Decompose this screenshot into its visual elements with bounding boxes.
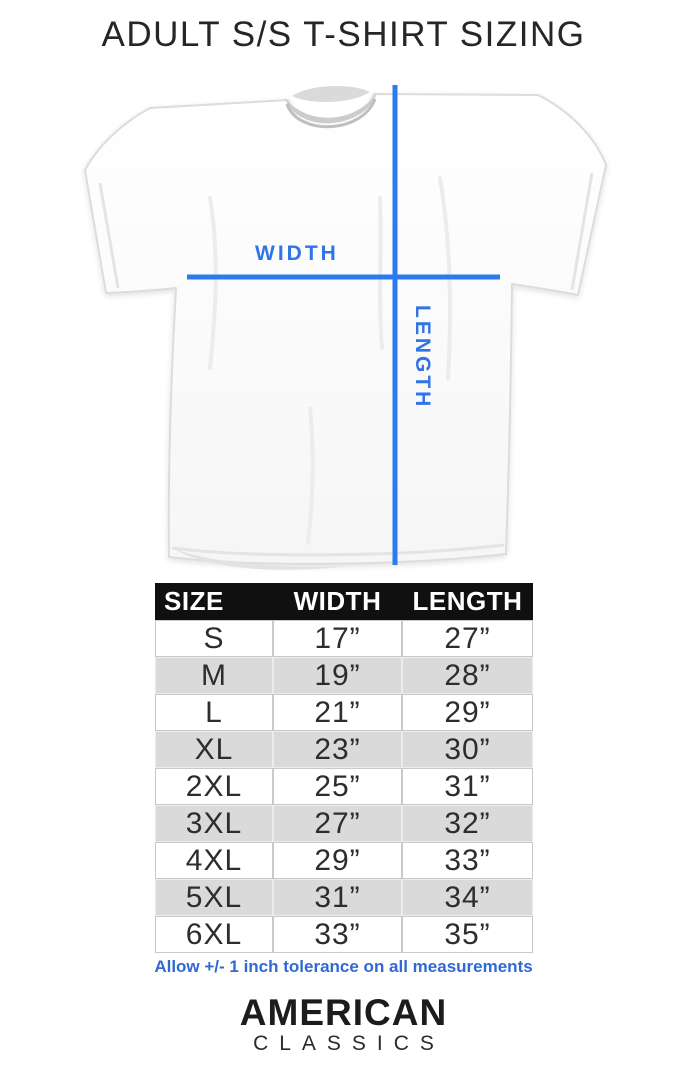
cell-width: 33” xyxy=(273,916,402,953)
cell-width: 25” xyxy=(273,768,402,805)
cell-size: 5XL xyxy=(155,879,273,916)
tshirt-graphic xyxy=(84,85,607,570)
tshirt-collar xyxy=(285,86,377,129)
col-header-length: LENGTH xyxy=(402,583,533,620)
col-header-size: SIZE xyxy=(155,583,273,620)
table-row: 4XL 29” 33” xyxy=(155,842,533,879)
table-row: 3XL 27” 32” xyxy=(155,805,533,842)
cell-size: 2XL xyxy=(155,768,273,805)
cell-length: 29” xyxy=(402,694,533,731)
cell-length: 28” xyxy=(402,657,533,694)
table-row: 2XL 25” 31” xyxy=(155,768,533,805)
table-row: L 21” 29” xyxy=(155,694,533,731)
cell-size: 3XL xyxy=(155,805,273,842)
cell-size: M xyxy=(155,657,273,694)
cell-width: 21” xyxy=(273,694,402,731)
brand-name: AMERICAN xyxy=(239,992,448,1033)
width-measure-label: WIDTH xyxy=(255,242,339,265)
page-title: ADULT S/S T-SHIRT SIZING xyxy=(101,15,586,54)
cell-length: 31” xyxy=(402,768,533,805)
cell-size: 4XL xyxy=(155,842,273,879)
table-row: 5XL 31” 34” xyxy=(155,879,533,916)
cell-length: 34” xyxy=(402,879,533,916)
cell-length: 27” xyxy=(402,620,533,657)
table-row: 6XL 33” 35” xyxy=(155,916,533,953)
cell-width: 23” xyxy=(273,731,402,768)
cell-width: 17” xyxy=(273,620,402,657)
brand-logo: AMERICAN CLASSICS xyxy=(0,994,687,1054)
cell-size: XL xyxy=(155,731,273,768)
cell-size: S xyxy=(155,620,273,657)
cell-width: 29” xyxy=(273,842,402,879)
cell-width: 27” xyxy=(273,805,402,842)
tshirt-diagram: WIDTH LENGTH xyxy=(60,78,630,573)
cell-size: L xyxy=(155,694,273,731)
length-measure-label: LENGTH xyxy=(411,305,434,410)
size-table-header: SIZE WIDTH LENGTH xyxy=(155,583,533,620)
size-table-body: S 17” 27” M 19” 28” L 21” 29” XL 23” 30” 2XL 25” 31” 3X… xyxy=(155,620,533,953)
tolerance-note: Allow +/- 1 inch tolerance on all measur… xyxy=(154,957,533,976)
tshirt-wrinkles xyxy=(208,176,452,545)
size-table: SIZE WIDTH LENGTH S 17” 27” M 19” 28” L 21” 29” X… xyxy=(155,583,533,953)
cell-size: 6XL xyxy=(155,916,273,953)
col-header-width: WIDTH xyxy=(273,583,402,620)
cell-length: 33” xyxy=(402,842,533,879)
table-row: XL 23” 30” xyxy=(155,731,533,768)
cell-length: 30” xyxy=(402,731,533,768)
cell-length: 35” xyxy=(402,916,533,953)
tshirt-body-shape xyxy=(84,93,607,565)
table-row: S 17” 27” xyxy=(155,620,533,657)
cell-width: 31” xyxy=(273,879,402,916)
tshirt-seams xyxy=(98,172,594,570)
cell-width: 19” xyxy=(273,657,402,694)
cell-length: 32” xyxy=(402,805,533,842)
brand-subname: CLASSICS xyxy=(253,1032,445,1055)
table-row: M 19” 28” xyxy=(155,657,533,694)
